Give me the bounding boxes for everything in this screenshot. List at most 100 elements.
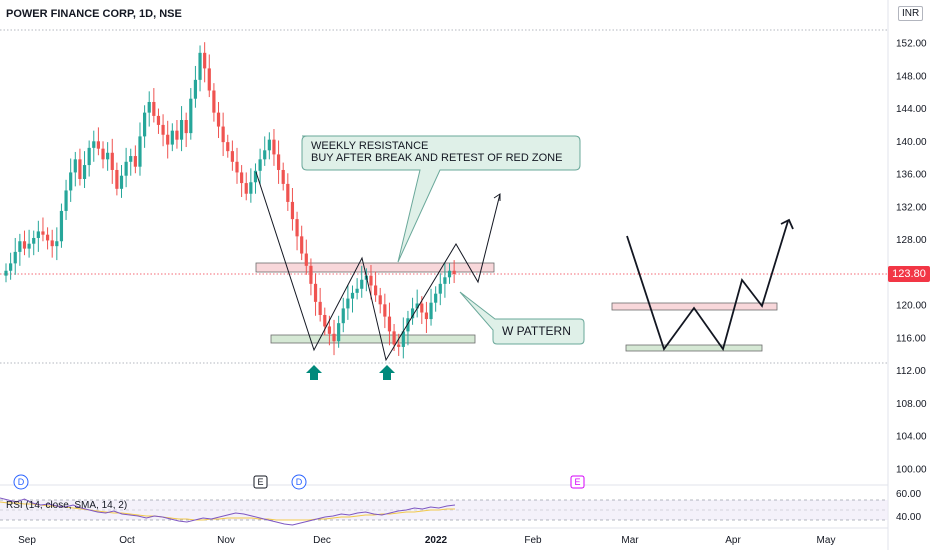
w-pattern-label: W PATTERN <box>502 324 571 338</box>
candle-body <box>276 154 281 170</box>
candle-body <box>101 148 105 160</box>
candle-body <box>447 270 452 278</box>
candle-body <box>143 112 147 137</box>
candle-body <box>240 172 244 184</box>
earnings-marker[interactable]: E <box>253 475 268 489</box>
candle-body <box>281 169 285 184</box>
candle-body <box>133 156 137 167</box>
candle-body <box>397 344 401 347</box>
candle-body <box>258 159 262 171</box>
candle-body <box>45 234 50 241</box>
candlestick-series <box>4 42 456 359</box>
rsi-indicator-label[interactable]: RSI (14, close, SMA, 14, 2) <box>6 500 128 511</box>
candle-body <box>4 270 8 276</box>
candle-body <box>387 316 392 332</box>
candle-body <box>304 253 308 266</box>
projected-w-pattern[interactable] <box>626 220 789 352</box>
rsi-line <box>0 497 456 526</box>
candle-body <box>216 112 221 127</box>
candle-body <box>110 152 114 170</box>
candle-body <box>69 172 73 191</box>
candle-body <box>115 169 119 189</box>
candle-body <box>59 210 64 242</box>
y-tick-label: 116.00 <box>896 333 926 344</box>
candle-body <box>92 141 96 148</box>
x-tick-label: Dec <box>313 535 331 546</box>
candle-body <box>415 303 419 309</box>
candle-body <box>198 52 202 80</box>
candle-body <box>337 323 341 342</box>
candle-body <box>18 241 22 252</box>
y-tick-label: 104.00 <box>896 432 927 443</box>
resistance-zone[interactable] <box>255 262 495 273</box>
candle-body <box>253 170 258 183</box>
y-tick-label: 120.00 <box>896 301 927 312</box>
candle-body <box>401 331 405 347</box>
candle-body <box>161 124 165 135</box>
candle-body <box>36 231 40 238</box>
candle-body <box>179 120 184 140</box>
resistance-callout-line2: BUY AFTER BREAK AND RETEST OF RED ZONE <box>311 152 562 164</box>
candle-body <box>263 150 267 160</box>
candle-body <box>383 304 387 317</box>
candle-body <box>429 302 433 320</box>
candle-body <box>147 101 151 113</box>
candle-body <box>452 270 456 275</box>
candle-body <box>346 298 350 309</box>
w-pattern-callout[interactable]: W PATTERN <box>459 291 585 345</box>
candle-body <box>443 277 447 284</box>
candle-body <box>22 241 27 249</box>
candle-body <box>286 183 290 202</box>
candle-body <box>41 231 45 235</box>
candle-body <box>170 130 174 145</box>
candle-body <box>13 251 17 264</box>
earnings-marker[interactable]: E <box>570 475 585 489</box>
y-tick-label: 136.00 <box>896 170 927 181</box>
dividend-marker[interactable]: D <box>13 474 29 490</box>
support-zone[interactable] <box>270 334 476 344</box>
candle-body <box>82 165 87 179</box>
candle-body <box>212 90 216 113</box>
candle-body <box>295 219 299 237</box>
candle-body <box>360 279 364 289</box>
candle-body <box>138 136 142 167</box>
rsi-tick-40: 40.00 <box>896 512 921 523</box>
x-tick-label: Feb <box>524 535 542 546</box>
bottom-arrow-1 <box>306 365 322 380</box>
candle-body <box>355 288 359 293</box>
candle-body <box>129 156 133 162</box>
candle-body <box>341 308 345 324</box>
projected-support-zone[interactable] <box>625 344 763 352</box>
candle-body <box>313 283 318 302</box>
currency-selector[interactable]: INR <box>898 6 924 21</box>
candle-body <box>226 142 230 152</box>
candle-body <box>327 326 331 334</box>
svg-text:E: E <box>574 477 580 487</box>
candle-body <box>249 182 253 194</box>
x-tick-label: 2022 <box>425 535 448 546</box>
candle-body <box>369 275 373 286</box>
candle-body <box>78 159 82 179</box>
resistance-callout[interactable]: WEEKLY RESISTANCE BUY AFTER BREAK AND RE… <box>301 135 581 263</box>
x-tick-label: Apr <box>725 535 741 546</box>
w-pattern-line[interactable] <box>255 171 501 362</box>
candle-body <box>203 52 207 69</box>
y-tick-label: 132.00 <box>896 202 927 213</box>
candle-body <box>166 134 170 145</box>
candle-body <box>424 312 429 320</box>
candle-body <box>290 201 295 220</box>
svg-text:D: D <box>18 477 25 487</box>
candle-body <box>272 139 276 155</box>
chart-title: POWER FINANCE CORP, 1D, NSE <box>6 8 182 20</box>
arrow-head <box>493 193 501 201</box>
x-tick-label: Sep <box>18 535 36 546</box>
candle-body <box>374 285 378 296</box>
candle-body <box>184 120 188 134</box>
candle-body <box>309 265 313 284</box>
candle-body <box>124 161 128 176</box>
projected-arrow-head <box>780 218 794 230</box>
candle-body <box>119 175 124 189</box>
x-tick-label: May <box>817 535 836 546</box>
dividend-marker[interactable]: D <box>291 474 307 490</box>
